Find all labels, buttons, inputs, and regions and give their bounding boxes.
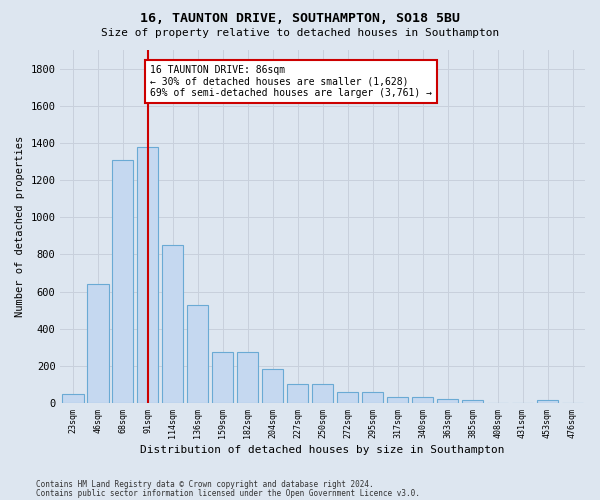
Bar xyxy=(312,384,334,403)
Y-axis label: Number of detached properties: Number of detached properties xyxy=(15,136,25,317)
Bar xyxy=(387,396,408,403)
Bar xyxy=(212,352,233,403)
Text: 16 TAUNTON DRIVE: 86sqm
← 30% of detached houses are smaller (1,628)
69% of semi: 16 TAUNTON DRIVE: 86sqm ← 30% of detache… xyxy=(151,65,433,98)
Bar xyxy=(187,304,208,403)
Bar xyxy=(87,284,109,403)
Bar xyxy=(237,352,259,403)
X-axis label: Distribution of detached houses by size in Southampton: Distribution of detached houses by size … xyxy=(140,445,505,455)
Bar xyxy=(262,369,283,403)
Bar xyxy=(112,160,133,403)
Bar xyxy=(62,394,83,403)
Text: 16, TAUNTON DRIVE, SOUTHAMPTON, SO18 5BU: 16, TAUNTON DRIVE, SOUTHAMPTON, SO18 5BU xyxy=(140,12,460,26)
Bar xyxy=(537,400,558,403)
Bar xyxy=(137,146,158,403)
Bar xyxy=(337,392,358,403)
Text: Size of property relative to detached houses in Southampton: Size of property relative to detached ho… xyxy=(101,28,499,38)
Text: Contains public sector information licensed under the Open Government Licence v3: Contains public sector information licen… xyxy=(36,488,420,498)
Text: Contains HM Land Registry data © Crown copyright and database right 2024.: Contains HM Land Registry data © Crown c… xyxy=(36,480,374,489)
Bar xyxy=(287,384,308,403)
Bar xyxy=(412,396,433,403)
Bar xyxy=(362,392,383,403)
Bar xyxy=(162,245,184,403)
Bar xyxy=(462,400,483,403)
Bar xyxy=(437,398,458,403)
